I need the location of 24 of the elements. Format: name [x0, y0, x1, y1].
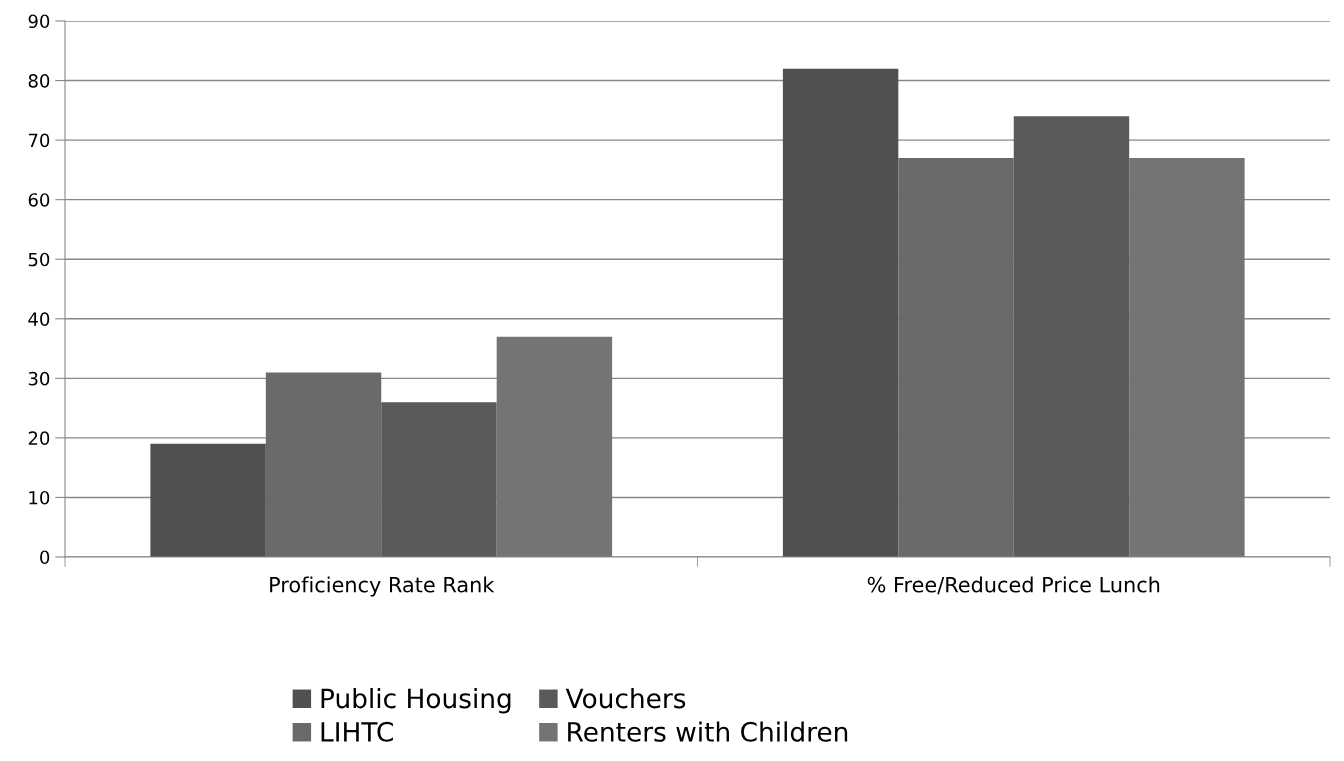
bar: [381, 402, 497, 557]
legend-label: LIHTC: [321, 721, 393, 742]
y-tick-label: 20: [28, 431, 50, 446]
y-tick-label: 40: [28, 312, 50, 326]
y-tick-label: 90: [28, 14, 50, 29]
y-tick-label: 60: [28, 193, 50, 207]
y-tick-label: 50: [28, 252, 50, 267]
bar: [496, 336, 613, 557]
x-tick-label: % Free/Reduced Price Lunch: [867, 576, 1160, 595]
x-tick-label: Proficiency Rate Rank: [270, 576, 495, 597]
bar: [782, 68, 899, 557]
bar: [265, 372, 382, 557]
legend-label: Vouchers: [565, 687, 686, 709]
bar: [898, 157, 1014, 557]
y-tick-label: 30: [28, 371, 50, 386]
bar: [1129, 157, 1245, 557]
y-tick-label: 80: [28, 74, 50, 88]
y-tick-label: 10: [29, 490, 50, 505]
y-tick-label: 70: [28, 133, 50, 148]
legend-label: Public Housing: [321, 687, 511, 714]
bar: [1013, 116, 1130, 557]
y-tick-label: 0: [40, 550, 50, 565]
bar: [150, 443, 266, 557]
legend-label: Renters with Children: [568, 721, 848, 742]
